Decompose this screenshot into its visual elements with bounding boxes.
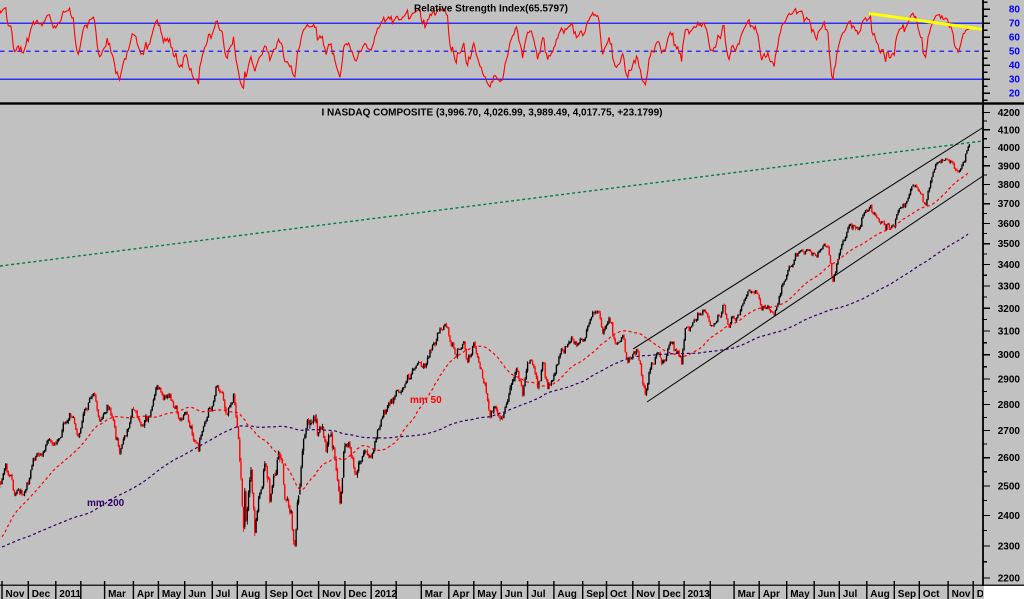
svg-text:Dec: Dec bbox=[32, 589, 51, 599]
svg-text:May: May bbox=[162, 589, 182, 599]
svg-text:Oct: Oct bbox=[610, 589, 627, 599]
svg-text:Dec: Dec bbox=[977, 589, 996, 599]
svg-text:Jun: Jun bbox=[188, 589, 206, 599]
svg-text:3400: 3400 bbox=[998, 260, 1021, 271]
svg-text:50: 50 bbox=[1009, 47, 1021, 58]
svg-text:Apr: Apr bbox=[452, 589, 469, 599]
svg-text:Mar: Mar bbox=[108, 589, 126, 599]
svg-text:4000: 4000 bbox=[998, 143, 1021, 154]
svg-text:Nov: Nov bbox=[322, 589, 341, 599]
svg-text:Mar: Mar bbox=[425, 589, 443, 599]
svg-text:40: 40 bbox=[1009, 61, 1021, 72]
svg-text:Sep: Sep bbox=[270, 589, 288, 599]
svg-text:30: 30 bbox=[1009, 75, 1021, 86]
svg-text:Aug: Aug bbox=[870, 589, 889, 599]
svg-text:20: 20 bbox=[1009, 89, 1021, 100]
svg-text:Aug: Aug bbox=[557, 589, 576, 599]
svg-text:Relative Strength Index(65.579: Relative Strength Index(65.5797) bbox=[414, 4, 568, 15]
svg-text:3700: 3700 bbox=[998, 199, 1021, 210]
svg-text:3000: 3000 bbox=[998, 350, 1021, 361]
svg-text:3100: 3100 bbox=[998, 327, 1021, 338]
svg-text:3800: 3800 bbox=[998, 180, 1021, 191]
svg-text:Nov: Nov bbox=[636, 589, 655, 599]
svg-text:mm 50: mm 50 bbox=[410, 395, 442, 406]
svg-text:Jul: Jul bbox=[843, 589, 858, 599]
svg-text:Nov: Nov bbox=[6, 589, 25, 599]
svg-text:Jul: Jul bbox=[531, 589, 546, 599]
svg-text:May: May bbox=[790, 589, 810, 599]
svg-text:2013: 2013 bbox=[688, 589, 711, 599]
svg-text:2700: 2700 bbox=[998, 426, 1021, 437]
svg-text:2300: 2300 bbox=[998, 542, 1021, 553]
svg-text:80: 80 bbox=[1009, 5, 1021, 16]
svg-text:Nov: Nov bbox=[952, 589, 971, 599]
svg-text:Sep: Sep bbox=[586, 589, 604, 599]
svg-text:Aug: Aug bbox=[241, 589, 260, 599]
svg-text:4100: 4100 bbox=[998, 125, 1021, 136]
svg-text:Jun: Jun bbox=[505, 589, 523, 599]
svg-text:3200: 3200 bbox=[998, 304, 1021, 315]
svg-text:I NASDAQ COMPOSITE (3,996.70,: I NASDAQ COMPOSITE (3,996.70, 4,026.99, … bbox=[321, 108, 662, 119]
svg-text:3300: 3300 bbox=[998, 282, 1021, 293]
svg-text:3500: 3500 bbox=[998, 239, 1021, 250]
svg-text:2400: 2400 bbox=[998, 511, 1021, 522]
svg-text:2500: 2500 bbox=[998, 482, 1021, 493]
svg-text:Oct: Oct bbox=[296, 589, 313, 599]
svg-text:Jul: Jul bbox=[216, 589, 231, 599]
svg-text:Mar: Mar bbox=[738, 589, 756, 599]
svg-text:60: 60 bbox=[1009, 33, 1021, 44]
svg-text:mm 200: mm 200 bbox=[87, 498, 125, 509]
svg-text:70: 70 bbox=[1009, 19, 1021, 30]
svg-text:Apr: Apr bbox=[137, 589, 154, 599]
svg-text:Jun: Jun bbox=[818, 589, 836, 599]
svg-text:3900: 3900 bbox=[998, 161, 1021, 172]
svg-text:3600: 3600 bbox=[998, 219, 1021, 230]
svg-text:4200: 4200 bbox=[998, 108, 1021, 119]
svg-text:Dec: Dec bbox=[348, 589, 367, 599]
svg-text:2800: 2800 bbox=[998, 400, 1021, 411]
svg-text:2900: 2900 bbox=[998, 375, 1021, 386]
svg-text:Oct: Oct bbox=[923, 589, 940, 599]
svg-text:Apr: Apr bbox=[763, 589, 780, 599]
svg-text:2012: 2012 bbox=[375, 589, 398, 599]
svg-text:2200: 2200 bbox=[998, 574, 1021, 585]
svg-text:Dec: Dec bbox=[663, 589, 682, 599]
svg-text:2011: 2011 bbox=[59, 589, 81, 599]
svg-text:May: May bbox=[477, 589, 497, 599]
svg-text:Sep: Sep bbox=[898, 589, 916, 599]
svg-text:2600: 2600 bbox=[998, 453, 1021, 464]
